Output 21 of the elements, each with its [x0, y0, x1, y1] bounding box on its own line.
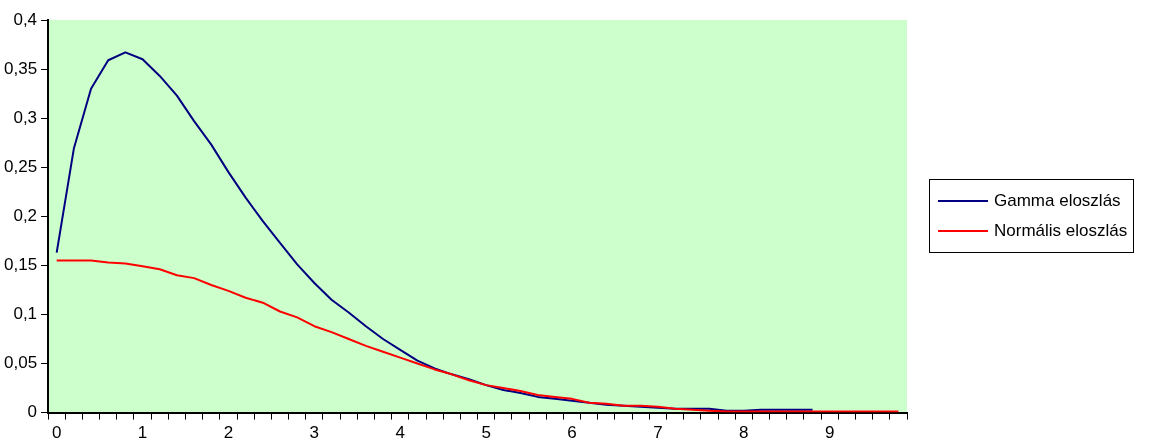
x-tick-label: 7: [653, 423, 663, 443]
x-tick-label: 8: [739, 423, 749, 443]
y-tick-label: 0,15: [3, 255, 38, 275]
y-tick-label: 0,05: [3, 353, 38, 373]
x-tick-label: 0: [51, 423, 62, 443]
y-tick-label: 0: [27, 402, 38, 422]
y-tick-label: 0,25: [3, 156, 38, 176]
y-tick-label: 0,3: [13, 107, 38, 127]
x-tick-label: 3: [309, 423, 320, 443]
y-tick-label: 0,1: [13, 304, 38, 324]
x-tick-label: 1: [137, 423, 148, 443]
x-tick-label: 5: [481, 423, 491, 443]
legend-label: Gamma eloszlás: [994, 191, 1121, 212]
x-tick-label: 6: [567, 423, 577, 443]
y-tick-label: 0,35: [3, 58, 38, 78]
x-tick-label: 4: [395, 423, 405, 443]
y-tick-label: 0,4: [13, 9, 38, 29]
y-tick-label: 0,2: [13, 205, 38, 225]
x-tick-label: 2: [223, 423, 234, 443]
legend-label: Normális eloszlás: [994, 221, 1128, 242]
x-tick-label: 9: [824, 423, 835, 443]
